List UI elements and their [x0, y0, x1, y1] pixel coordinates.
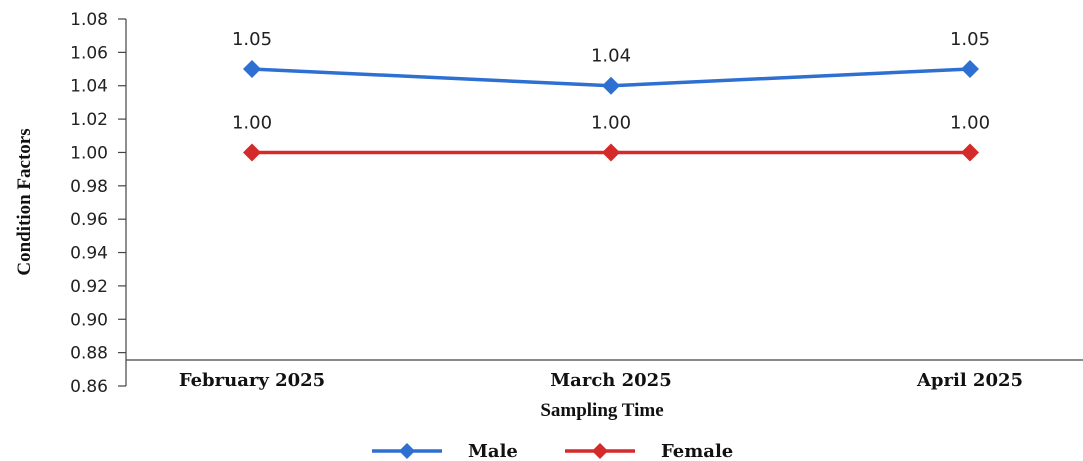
y-tick-label: 1.00 [70, 143, 108, 163]
legend-marker-female [592, 443, 608, 459]
y-tick-label: 0.96 [70, 210, 108, 230]
data-label: 1.04 [591, 46, 631, 67]
data-label: 1.05 [232, 29, 272, 50]
series-layer: 1.05 1.04 1.05 1.00 1.00 1.00 [232, 29, 990, 162]
legend: Male Female [372, 441, 733, 461]
data-label: 1.05 [950, 29, 990, 50]
data-label: 1.00 [232, 112, 272, 133]
x-tick-label: March 2025 [550, 370, 671, 391]
y-tick-label: 1.04 [70, 77, 108, 97]
data-point-marker [961, 60, 979, 79]
y-tick-label: 0.98 [70, 177, 108, 197]
x-tick-label: February 2025 [179, 370, 325, 391]
x-axis-title: Sampling Time [540, 400, 663, 421]
y-tick-label: 1.02 [70, 110, 108, 130]
x-axis-ticks: February 2025 March 2025 April 2025 [179, 370, 1023, 391]
data-point-marker [243, 143, 261, 162]
data-point-marker [961, 143, 979, 162]
y-tick-label: 0.92 [70, 277, 108, 297]
y-tick-label: 1.08 [70, 10, 108, 30]
legend-marker-male [399, 443, 415, 459]
y-tick-label: 0.94 [70, 244, 108, 264]
y-tick-label: 0.86 [70, 377, 108, 397]
data-label: 1.00 [950, 112, 990, 133]
y-tick-label: 0.88 [70, 344, 108, 364]
legend-label-female: Female [661, 441, 733, 461]
y-tick-label: 1.06 [70, 43, 108, 63]
y-tick-label: 0.90 [70, 310, 108, 330]
data-point-marker [602, 143, 620, 162]
y-axis-ticks: 0.86 0.88 0.90 0.92 0.94 0.96 0.98 1.00 1.02 1.04… [70, 10, 126, 397]
data-point-marker [243, 60, 261, 79]
x-tick-label: April 2025 [916, 370, 1023, 391]
legend-label-male: Male [468, 441, 518, 461]
y-axis-title: Condition Factors [14, 128, 35, 275]
data-point-marker [602, 76, 620, 95]
data-label: 1.00 [591, 112, 631, 133]
